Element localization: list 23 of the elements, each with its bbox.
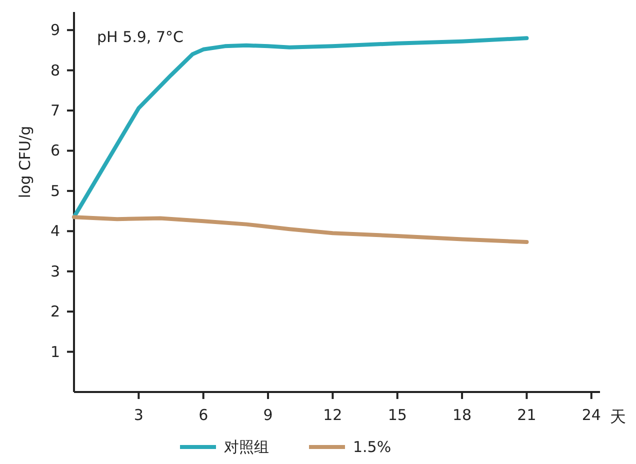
x-tick-label: 21 — [517, 406, 536, 424]
y-tick-label: 4 — [50, 222, 60, 240]
legend-label: 1.5% — [353, 438, 392, 456]
legend-label: 对照组 — [224, 438, 269, 456]
y-tick-label: 1 — [50, 342, 60, 361]
y-tick-label: 5 — [50, 182, 60, 200]
y-tick-label: 6 — [50, 142, 60, 160]
x-axis-title: 天 — [610, 407, 626, 426]
line-series — [72, 215, 529, 244]
y-tick-label: 2 — [50, 302, 60, 321]
x-tick-label: 3 — [134, 406, 144, 424]
x-tick-label: 6 — [198, 406, 208, 424]
x-tick-label: 18 — [452, 406, 472, 424]
x-tick-label: 24 — [582, 406, 601, 424]
y-tick-label: 8 — [50, 61, 60, 80]
x-tick-label: 12 — [323, 406, 342, 424]
y-tick-label: 9 — [50, 21, 60, 40]
x-tick-label: 15 — [388, 406, 407, 424]
annotation: pH 5.9, 7°C — [97, 28, 184, 46]
y-tick-label: 3 — [50, 262, 60, 280]
x-tick-label: 9 — [263, 406, 273, 424]
y-tick-label: 7 — [50, 102, 60, 120]
y-axis-title: log CFU/g — [16, 126, 34, 198]
